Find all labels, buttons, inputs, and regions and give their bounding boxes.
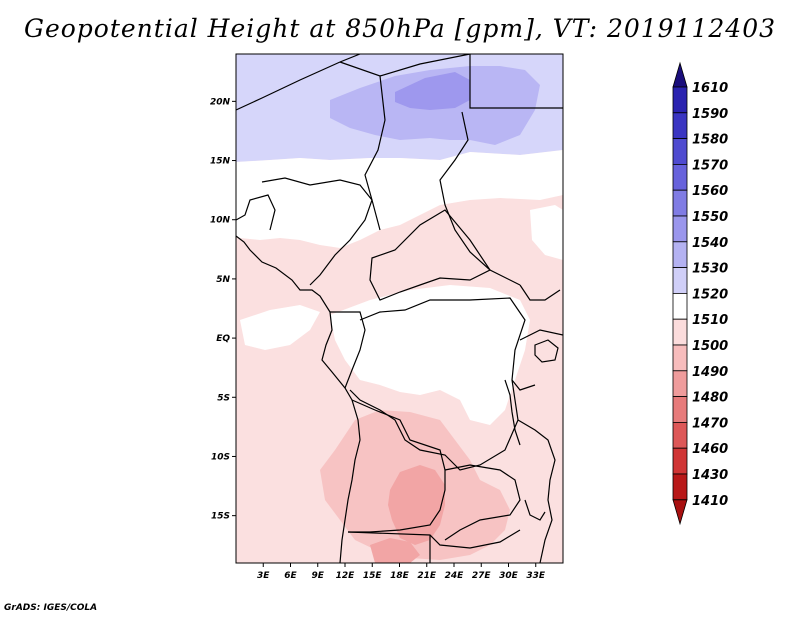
colorbar-bottom-arrow [672,499,688,526]
lake-victoria [534,339,559,363]
lon-tick-label: 24E [445,571,465,581]
map-title: Geopotential Height at 850hPa [gpm], VT:… [23,14,777,43]
colorbar-swatch [672,86,688,114]
field-1510-congo [330,285,530,425]
colorbar-level-label: 1530 [692,262,728,277]
latitude-axis: 20N 15N 10N 5N EQ 5S 10S 15S [210,97,236,522]
border-algeria-niger [236,54,361,111]
lon-tick-label: 30E [499,571,519,581]
field-1480-south [370,538,420,563]
lake-malawi [524,499,546,521]
colorbar-swatch [672,267,688,294]
colorbar-level-label: 1520 [692,287,728,302]
border-ghana-togo [236,194,276,231]
border-tanzania [517,419,556,563]
colorbar-swatch [672,473,688,501]
border-nigeria [261,177,373,286]
field-1510-north [236,150,563,248]
colorbar-swatch [672,138,688,165]
colorbar-swatch [672,241,688,269]
color-legend: 1610 1590 1580 1570 1560 1550 1540 1530 1520 1510… [672,61,728,526]
colorbar-swatch [672,112,688,140]
border-chad-sudan [439,111,521,286]
lat-tick-label: 15N [210,157,231,167]
lon-tick-label: 12E [336,571,356,581]
colorbar-level-label: 1610 [692,81,728,96]
border-niger-chad [364,75,386,231]
border-zambia [444,464,521,541]
lat-tick-label: EQ [216,334,230,344]
lon-tick-label: 15E [363,571,383,581]
colorbar-level-label: 1500 [692,339,728,354]
colorbar-swatch [672,292,688,320]
grads-credit: GrADS: IGES/COLA [4,603,98,613]
lon-tick-label: 21E [417,571,437,581]
colorbar-level-label: 1510 [692,313,728,328]
country-borders [236,54,563,563]
colorbar-level-label: 1490 [692,365,728,380]
lat-tick-label: 5S [217,393,230,403]
colorbar-level-label: 1480 [692,391,728,406]
field-1510-west [240,305,320,350]
colorbar-level-label: 1550 [692,210,728,225]
border-drc [349,297,526,471]
colorbar-level-label: 1560 [692,184,728,199]
colorbar-swatch [672,189,688,217]
lon-tick-label: 33E [526,571,546,581]
border-angola [348,399,446,533]
colorbar-swatch [672,163,688,191]
border-namibia [347,529,521,549]
colorbar-level-label: 1470 [692,416,728,431]
field-1480-region [388,465,445,545]
colorbar-level-label: 1570 [692,158,728,173]
lat-tick-label: 15S [211,512,230,522]
colorbar-level-label: 1410 [692,494,728,509]
colorbar-swatch [672,344,688,372]
border-car [369,209,491,301]
colorbar-level-label: 1460 [692,442,728,457]
lon-tick-label: 6E [284,571,297,581]
lat-tick-label: 20N [210,97,231,107]
colorbar-swatch [672,421,688,449]
lon-tick-label: 27E [472,571,492,581]
colorbar-level-label: 1540 [692,236,728,251]
lon-tick-label: 3E [257,571,270,581]
lat-tick-label: 10S [211,452,230,462]
border-congo-gabon [330,311,366,389]
lon-tick-label: 9E [312,571,325,581]
field-1540-region [395,72,470,110]
field-1510-ne [530,205,563,260]
lat-tick-label: 10N [210,216,231,226]
colorbar-level-label: 1430 [692,468,728,483]
lake-tanganyika [504,379,521,446]
colorbar-swatch [672,370,688,397]
border-east-africa [511,284,563,391]
colorbar-top-arrow [672,61,688,88]
lon-tick-label: 18E [390,571,410,581]
colorbar-level-label: 1580 [692,133,728,148]
colorbar-level-label: 1590 [692,107,728,122]
longitude-axis: 3E 6E 9E 12E 15E 18E 21E 24E 27E 30E 33E [257,563,546,581]
colorbar-swatch [672,447,688,475]
colorbar-swatch [672,318,688,346]
height-field [236,54,563,563]
border-libya [339,54,471,77]
lat-tick-label: 5N [216,275,230,285]
border-egypt-sudan [469,54,563,109]
colorbar-swatch [672,215,688,243]
colorbar-swatch [672,396,688,423]
coastline-west [236,235,361,563]
